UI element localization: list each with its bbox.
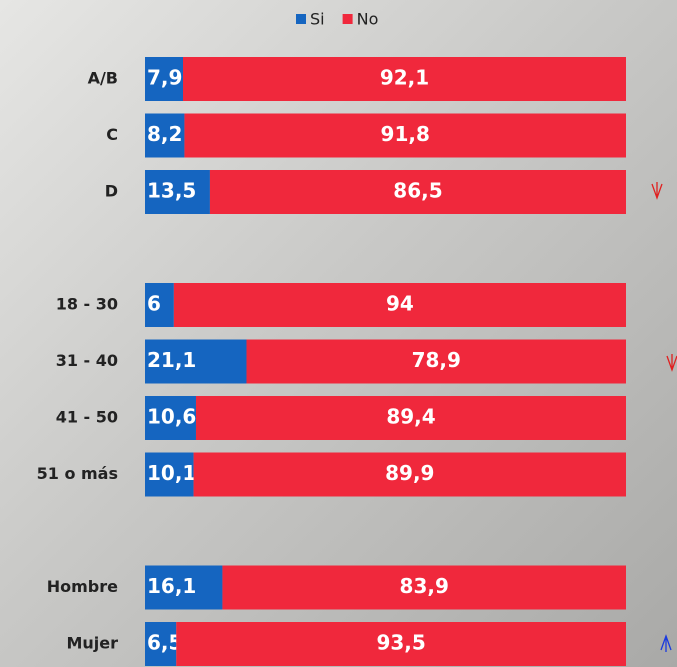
value-label: 93,5 <box>376 631 425 655</box>
value-label: 94 <box>386 292 414 316</box>
value-label: 21,1 <box>147 348 196 372</box>
value-label: 10,6 <box>147 405 196 429</box>
category-label: C <box>106 125 118 144</box>
value-label: 13,5 <box>147 179 196 203</box>
value-label: 7,9 <box>147 66 182 90</box>
value-label: 16,1 <box>147 574 196 598</box>
bar-segment <box>195 396 626 440</box>
value-label: 83,9 <box>400 574 449 598</box>
bar-segment <box>246 339 626 384</box>
arrow-down <box>651 182 663 200</box>
arrow-up <box>660 634 672 652</box>
bar-segment <box>145 565 223 610</box>
bar-segment <box>182 57 626 101</box>
legend-swatch <box>342 14 353 24</box>
bar-segment <box>145 396 196 440</box>
bar-segment <box>145 113 185 158</box>
value-label: 10,1 <box>147 461 196 485</box>
legend-label: Si <box>310 10 325 29</box>
bar-segment <box>145 622 177 666</box>
legend: Si No <box>296 10 378 29</box>
value-label: 89,9 <box>385 461 434 485</box>
bar-segment <box>184 113 626 158</box>
bar-segment <box>209 170 626 214</box>
value-label: 89,4 <box>386 405 435 429</box>
bar-segment <box>145 283 174 327</box>
arrow-down <box>666 354 677 372</box>
trend-arrows <box>651 182 677 652</box>
value-label: 6 <box>147 292 161 316</box>
category-label: Mujer <box>66 634 118 653</box>
value-label: 91,8 <box>381 122 430 146</box>
value-label: 8,2 <box>147 122 182 146</box>
legend-label: No <box>357 10 379 29</box>
category-label: 31 - 40 <box>56 351 118 370</box>
legend-swatch <box>296 14 306 24</box>
category-label: 18 - 30 <box>56 295 118 314</box>
bar-segment <box>193 452 626 497</box>
bar-segment <box>222 565 627 610</box>
value-label: 92,1 <box>380 66 429 90</box>
category-label: 41 - 50 <box>56 408 118 427</box>
category-label: D <box>105 182 118 201</box>
bar-segment <box>145 452 194 497</box>
bar-segment <box>176 622 626 666</box>
category-label: 51 o más <box>37 464 118 483</box>
value-label: 86,5 <box>393 179 442 203</box>
value-label: 78,9 <box>412 348 461 372</box>
category-label: A/B <box>88 69 118 88</box>
bar-segment <box>173 283 627 327</box>
bar-segment <box>145 170 210 214</box>
bar-segment <box>145 57 183 101</box>
category-label: Hombre <box>47 577 118 596</box>
bar-segment <box>145 339 247 384</box>
